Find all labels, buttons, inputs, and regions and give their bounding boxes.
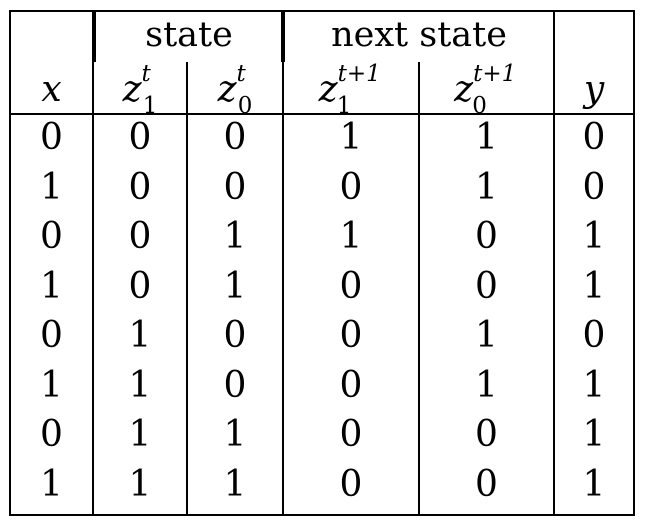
col-header-y-base: y [583,69,605,110]
table-cell: 0 [582,117,606,158]
header-rule [9,113,635,115]
col-sep-3 [282,62,284,516]
table-cell: 0 [40,117,63,158]
table-cell: 1 [128,364,152,406]
table-cell: 0 [339,166,363,208]
col-header-z1t: zt 1 [94,63,186,118]
table-cell: 1 [128,315,152,356]
col-header-z1t1-sup: t+1 [337,61,381,87]
table-cell: 1 [475,166,498,208]
table-cell: 0 [582,166,606,208]
table-cell: 0 [339,315,363,356]
table-cell: 0 [475,216,498,257]
table-cell: 0 [339,364,363,406]
table-cell: 0 [339,463,363,505]
table-cell: 1 [339,117,363,158]
table-cell: 1 [475,117,498,158]
table-cell: 0 [128,117,152,158]
table-cell: 1 [582,463,606,505]
table-cell: 1 [339,216,363,257]
table-cell: 1 [223,414,247,455]
table-cell: 1 [475,364,498,406]
table-cell: 1 [128,414,152,455]
next-state-group-left-rule [281,12,285,62]
col-header-z1t-base: z [122,69,142,110]
col-header-z0t1: zt+1 0 [420,63,553,118]
table-cell: 0 [128,166,152,208]
table-cell: 1 [475,315,498,356]
col-header-z1t1: zt+1 1 [284,63,418,118]
col-header-z0t: zt 0 [188,63,282,118]
table-cell: 0 [475,265,498,307]
col-sep-2 [186,62,188,516]
table-cell: 0 [40,414,63,455]
bottom-border [9,514,635,516]
col-header-z1t1-sub: 1 [336,93,352,119]
table-cell: 1 [40,463,63,505]
table-cell: 1 [40,166,63,208]
col-header-z0t1-sub: 0 [472,93,487,119]
col-header-z0t1-sup: t+1 [473,61,517,87]
col-sep-5 [553,12,555,516]
table-cell: 1 [582,216,606,257]
group-header-state: state [145,15,233,55]
table-cell: 0 [128,216,152,257]
table-cell: 0 [40,315,63,356]
table-cell: 1 [582,414,606,455]
table-cell: 0 [40,216,63,257]
table-cell: 0 [339,414,363,455]
state-group-left-rule [92,12,96,62]
right-border [633,10,635,516]
table-cell: 0 [223,166,247,208]
col-header-z0t-sup: t [236,61,246,87]
table-cell: 1 [40,265,63,307]
table-cell: 0 [582,315,606,356]
col-header-z0t1-base: z [454,69,474,110]
table-cell: 1 [128,463,152,505]
table-cell: 0 [223,364,247,406]
col-sep-1 [92,62,94,516]
table-cell: 1 [223,265,247,307]
col-header-y: y [555,72,633,108]
col-header-z0t-base: z [217,69,237,110]
col-header-z0t-sub: 0 [237,93,253,119]
col-header-z1t1-base: z [318,69,338,110]
table-cell: 1 [582,265,606,307]
top-border [9,10,635,12]
table-cell: 1 [223,216,247,257]
col-header-z1t-sup: t [141,61,151,87]
left-border [9,10,11,516]
table-cell: 0 [223,315,247,356]
table-cell: 0 [475,463,498,505]
table-cell: 0 [339,265,363,307]
table-cell: 0 [128,265,152,307]
table-cell: 0 [475,414,498,455]
table-cell: 1 [223,463,247,505]
col-header-x: x [11,72,92,108]
table-cell: 1 [582,364,606,406]
table-cell: 0 [223,117,247,158]
group-header-next-state: next state [331,15,507,55]
col-header-z1t-sub: 1 [142,93,158,119]
table-cell: 1 [40,364,63,406]
col-sep-4 [418,62,420,516]
col-header-x-base: x [41,69,62,110]
